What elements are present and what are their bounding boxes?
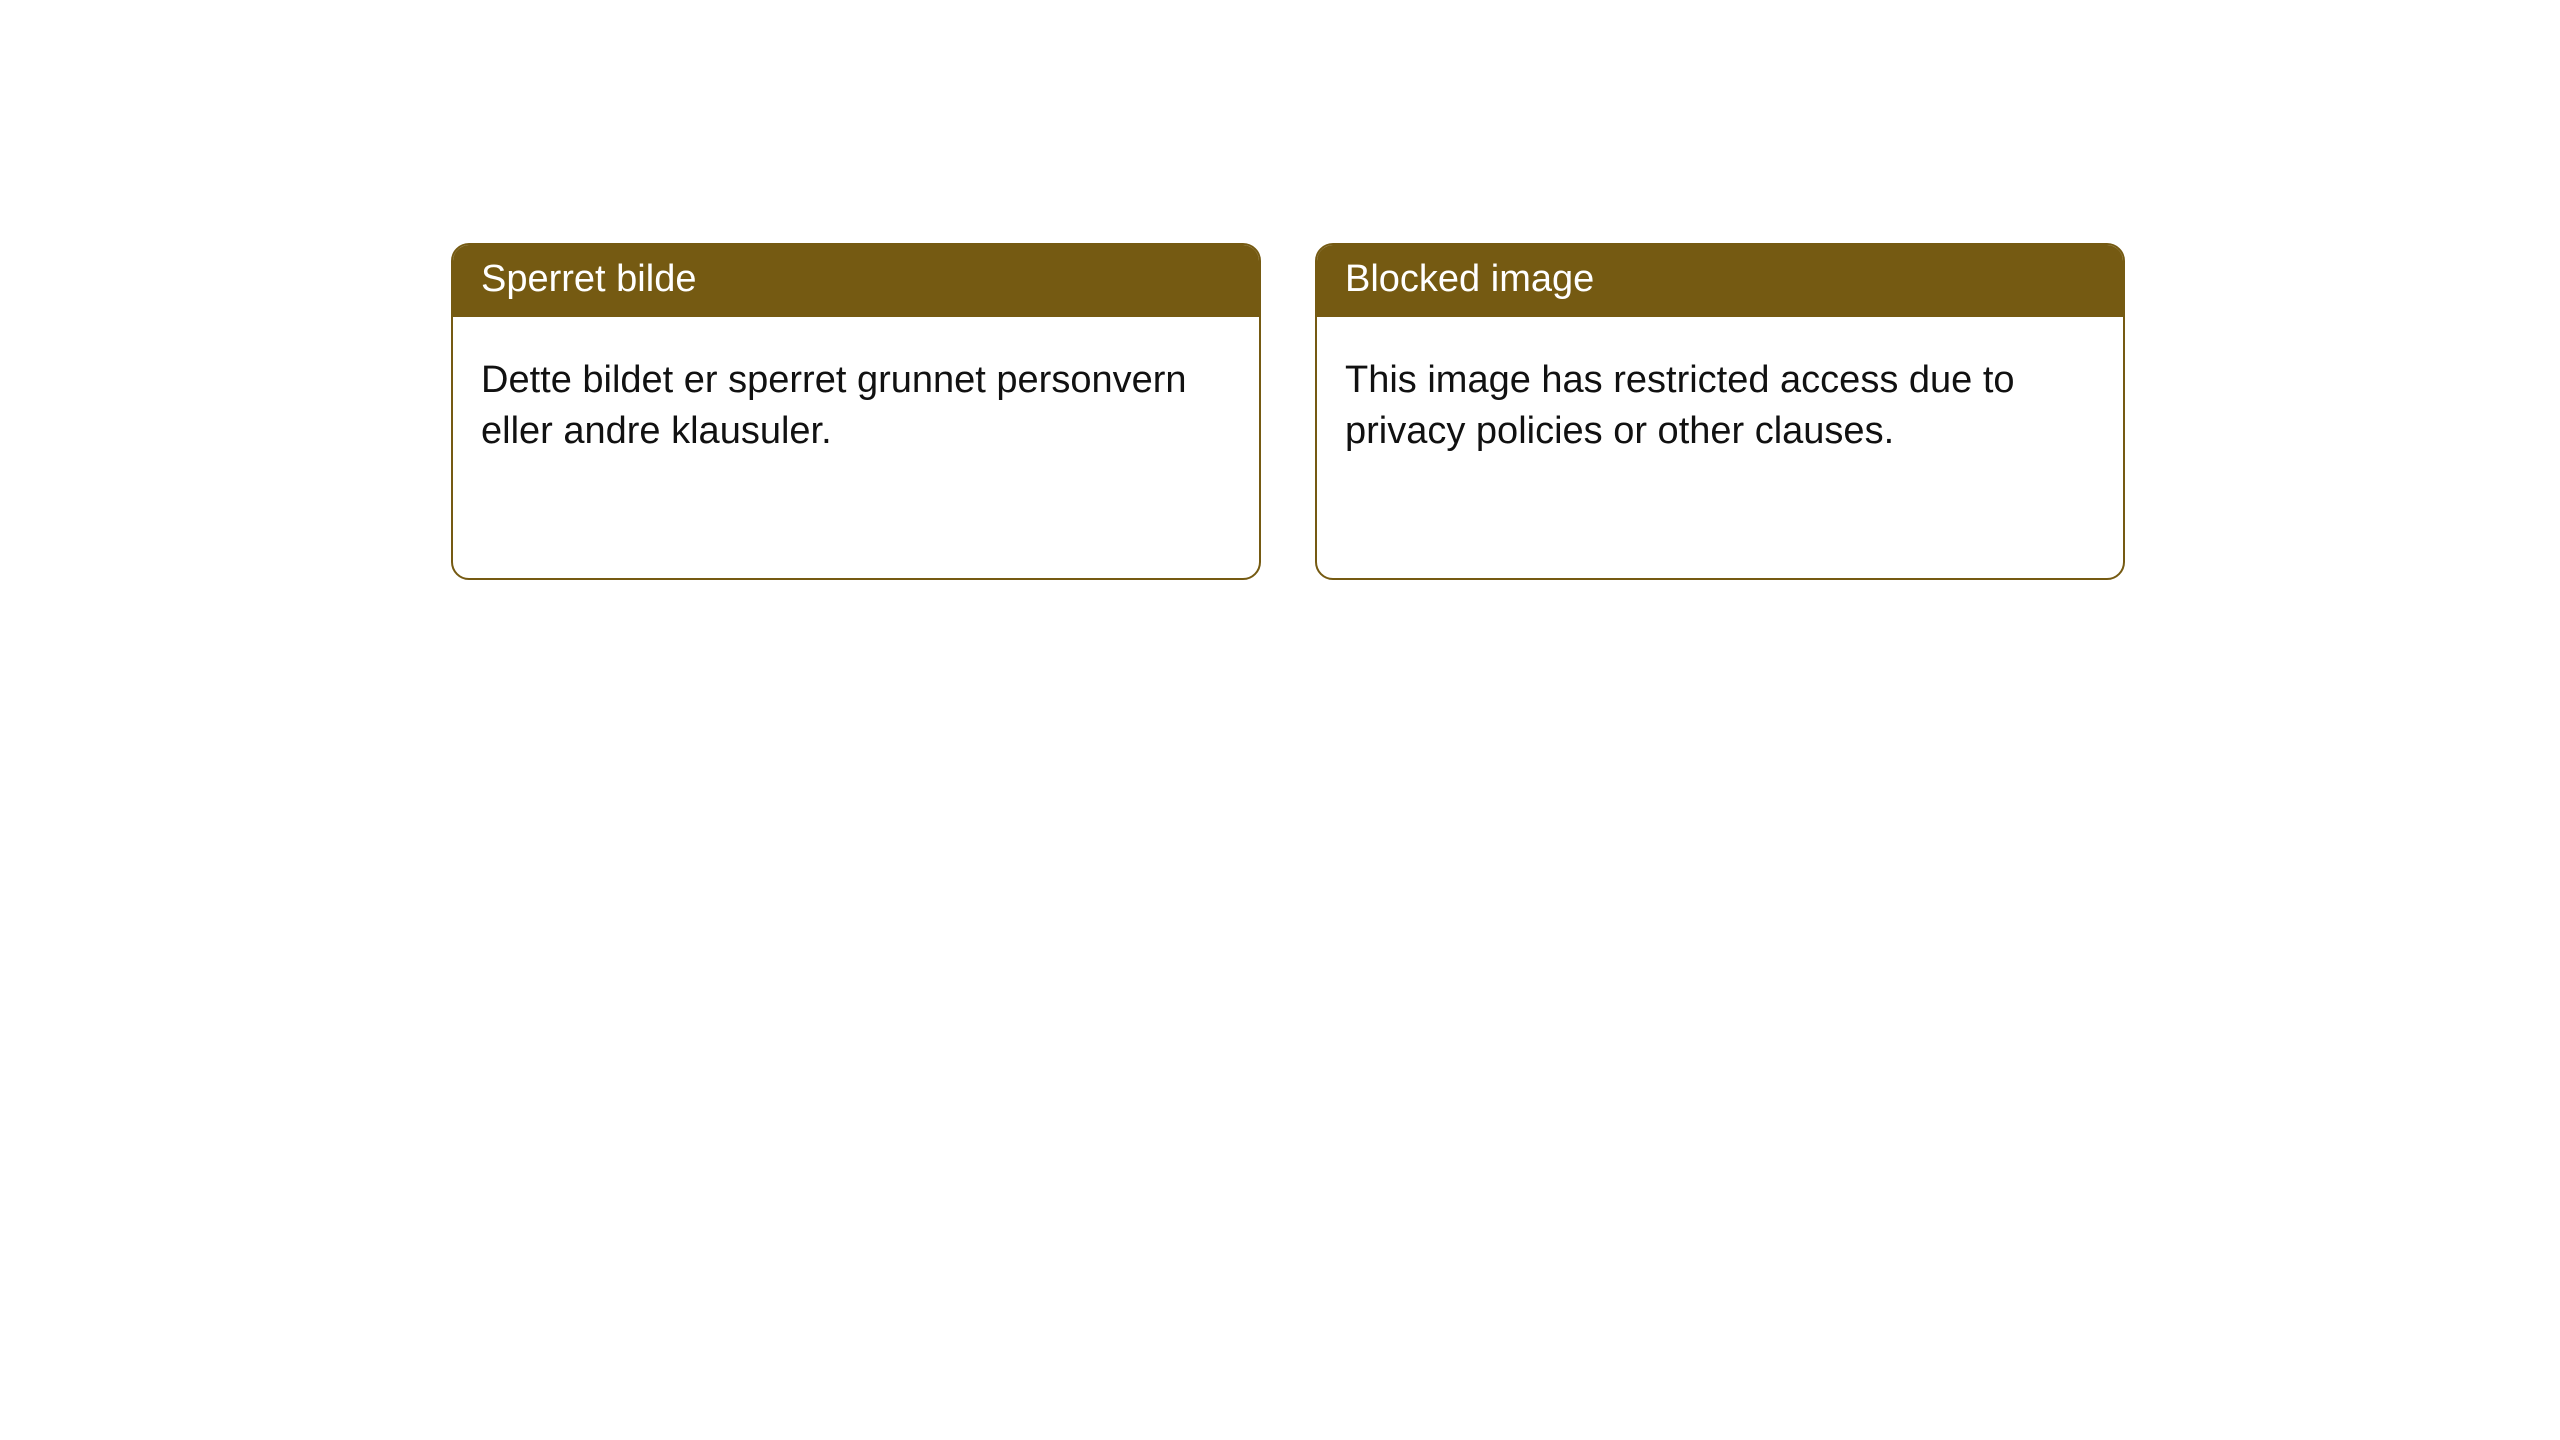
notice-card-english: Blocked image This image has restricted …: [1315, 243, 2125, 580]
notice-body: This image has restricted access due to …: [1317, 317, 2123, 486]
notice-body: Dette bildet er sperret grunnet personve…: [453, 317, 1259, 486]
notice-card-norwegian: Sperret bilde Dette bildet er sperret gr…: [451, 243, 1261, 580]
notice-header: Sperret bilde: [453, 245, 1259, 317]
notice-container: Sperret bilde Dette bildet er sperret gr…: [451, 243, 2125, 580]
notice-header: Blocked image: [1317, 245, 2123, 317]
